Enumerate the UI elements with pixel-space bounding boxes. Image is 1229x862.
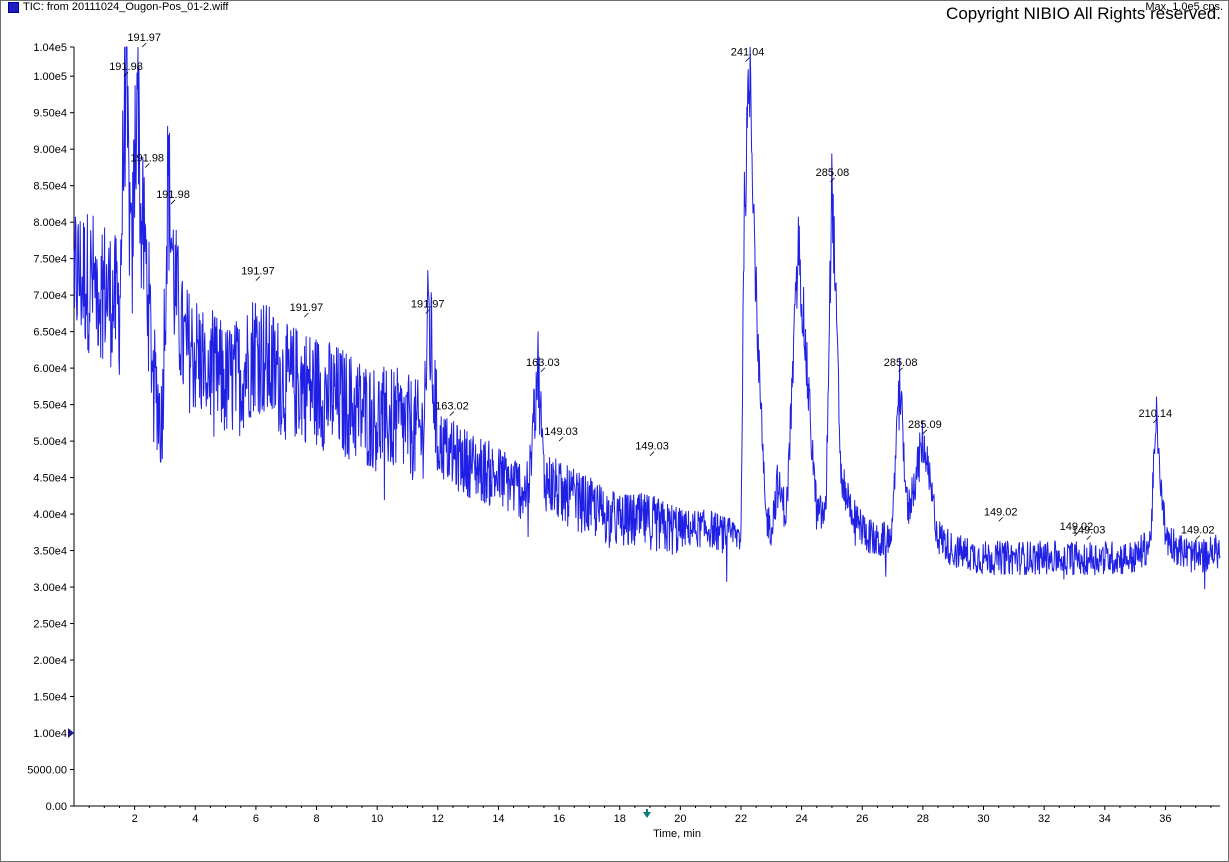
y-tick-label: 4.50e4 [33, 473, 67, 485]
copyright-notice: Copyright NIBIO All Rights reserved. [946, 4, 1221, 23]
peak-label: 149.03 [635, 441, 669, 453]
x-tick-label: 26 [856, 813, 868, 825]
y-tick-label: 6.50e4 [33, 327, 67, 339]
tic-trace-series [73, 46, 1221, 590]
y-tick-label: 1.04e5 [33, 42, 67, 54]
peak-label-leader [830, 177, 835, 183]
legend: TIC: from 20111024_Ougon-Pos_01-2.wiff [8, 1, 228, 13]
y-tick-label: 5000.00 [27, 765, 67, 777]
peak-label-leader [745, 57, 750, 62]
x-tick-label: 2 [132, 813, 138, 825]
y-tick-label: 3.50e4 [33, 546, 67, 558]
x-tick-label: 4 [192, 813, 198, 825]
x-tick-label: 14 [492, 813, 504, 825]
y-tick-label: 5.50e4 [33, 400, 67, 412]
max-intensity-label: Max. 1.0e5 cps. [1145, 1, 1223, 13]
peak-label: 191.98 [109, 61, 143, 73]
y-tick-label: 1.00e4 [33, 728, 67, 740]
y-tick-label: 6.00e4 [33, 363, 67, 375]
x-tick-label: 8 [313, 813, 319, 825]
x-axis-label: Time, min [653, 828, 701, 840]
peak-label: 149.02 [1060, 521, 1094, 533]
peak-label-leader [998, 517, 1003, 522]
axes: 0.00 5000.00 1.00e4 1.50e4 2.00e4 2.50e4 3.00e… [27, 42, 1220, 825]
peak-label-leader [170, 199, 176, 205]
x-tick-label: 34 [1099, 813, 1111, 825]
peak-label-leader [425, 309, 430, 314]
peak-label-leader [1195, 535, 1201, 540]
peak-label: 191.97 [127, 32, 161, 44]
peak-label-leader [304, 312, 309, 318]
peak-label: 191.97 [241, 266, 275, 278]
peak-label-leader [1153, 418, 1158, 424]
peak-label-leader [123, 71, 129, 77]
peak-label: 210.14 [1138, 408, 1172, 420]
peak-label-leader [255, 276, 261, 281]
y-tick-label: 1.00e5 [33, 71, 67, 83]
peak-label-leader [540, 367, 546, 373]
x-tick-label: 22 [735, 813, 747, 825]
y-tick-label: 7.50e4 [33, 254, 67, 266]
x-tick-label: 32 [1038, 813, 1050, 825]
y-tick-label: 4.00e4 [33, 509, 67, 521]
x-tick-label: 6 [253, 813, 259, 825]
x-tick-label: 12 [432, 813, 444, 825]
y-tick-label: 1.50e4 [33, 692, 67, 704]
peak-label: 149.03 [544, 426, 578, 438]
peak-label: 241.04 [731, 47, 765, 59]
peak-label: 149.03 [1072, 525, 1106, 537]
peak-label: 191.98 [156, 189, 190, 201]
peak-label-leader [1074, 531, 1079, 537]
peak-label-leader [144, 163, 150, 168]
time-arrow-icon [643, 812, 651, 818]
peak-label: 285.08 [816, 167, 850, 179]
peak-label-leader [649, 451, 655, 456]
peak-label-leader [898, 367, 903, 373]
peak-label: 285.08 [884, 357, 918, 369]
peak-label: 149.02 [1181, 525, 1215, 537]
y-tick-label: 3.00e4 [33, 582, 67, 594]
peak-label-leader [1086, 535, 1091, 540]
x-tick-label: 18 [614, 813, 626, 825]
peak-label-leader [141, 42, 147, 48]
x-tick-label: 24 [795, 813, 807, 825]
peak-label: 163.03 [526, 357, 560, 369]
y-tick-label: 8.00e4 [33, 217, 67, 229]
annotation-layer: 191.98 191.97 191.98 191.98 191.97 191.97 191.… [109, 32, 1215, 540]
x-tick-label: 30 [977, 813, 989, 825]
x-tick-label: 36 [1159, 813, 1171, 825]
x-tick-label: 28 [917, 813, 929, 825]
peak-label-leader [558, 436, 564, 442]
legend-swatch [8, 1, 19, 13]
threshold-marker-icon [68, 728, 74, 739]
y-tick-label: 8.50e4 [33, 181, 67, 193]
y-tick-label: 2.50e4 [33, 619, 67, 631]
legend-text: TIC: from 20111024_Ougon-Pos_01-2.wiff [23, 1, 229, 13]
y-tick-label: 9.00e4 [33, 144, 67, 156]
trace-layer [73, 46, 1221, 590]
x-tick-label: 16 [553, 813, 565, 825]
peak-label: 191.98 [130, 152, 164, 164]
peak-label-leader [922, 429, 928, 435]
y-tick-label: 5.00e4 [33, 436, 67, 448]
peak-label: 149.02 [984, 506, 1018, 518]
y-tick-label: 9.50e4 [33, 108, 67, 120]
x-tick-label: 10 [371, 813, 383, 825]
peak-label-leader [449, 411, 455, 416]
y-tick-label: 7.00e4 [33, 290, 67, 302]
peak-label: 163.02 [435, 401, 469, 413]
x-tick-label: 20 [674, 813, 686, 825]
peak-label: 285.09 [908, 419, 942, 431]
y-tick-label: 2.00e4 [33, 655, 67, 667]
y-tick-label: 0.00 [46, 801, 67, 813]
peak-label: 191.97 [290, 302, 324, 314]
peak-label: 191.97 [411, 298, 445, 310]
